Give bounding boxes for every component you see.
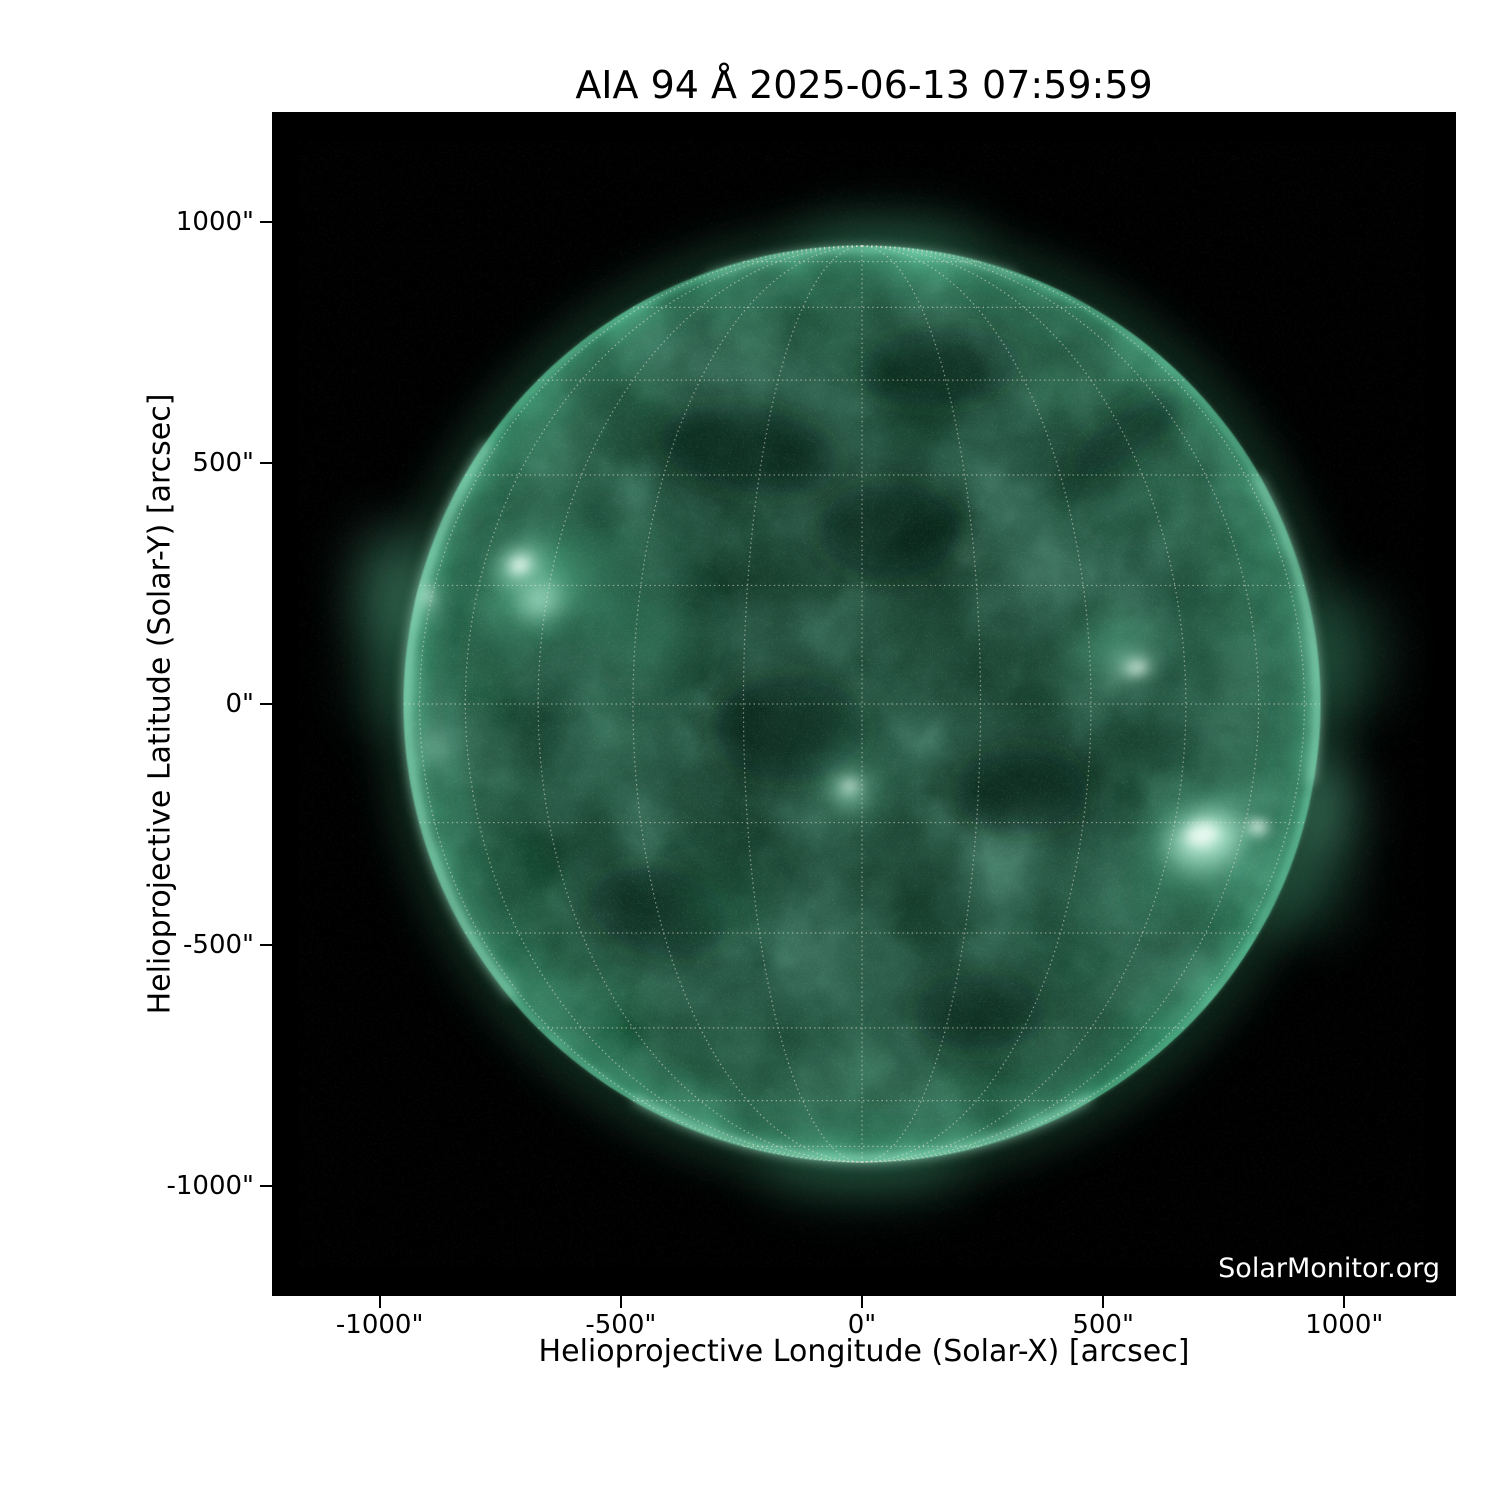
x-tick-label: -500"	[585, 1310, 657, 1340]
solar-disk-image	[272, 112, 1456, 1296]
x-tick-mark	[619, 1296, 622, 1308]
y-tick-mark	[260, 1185, 272, 1188]
x-tick-label: 500"	[1072, 1310, 1134, 1340]
x-tick-mark	[1102, 1296, 1105, 1308]
x-tick-label: 1000"	[1305, 1310, 1384, 1340]
heliographic-grid	[404, 245, 1320, 1163]
y-tick-label: 0"	[225, 689, 254, 719]
y-tick-mark	[260, 461, 272, 464]
x-tick-label: -1000"	[335, 1310, 424, 1340]
x-axis-label: Helioprojective Longitude (Solar-X) [arc…	[538, 1334, 1190, 1369]
limb-glow	[355, 216, 1389, 1199]
plot-area: SolarMonitor.org	[272, 112, 1456, 1296]
off-limb-glow-layer	[355, 216, 1389, 1199]
x-tick-mark	[1343, 1296, 1346, 1308]
y-tick-mark	[260, 220, 272, 223]
y-tick-label: -500"	[183, 930, 254, 961]
y-tick-label: 1000"	[175, 206, 254, 237]
figure-title: AIA 94 Å 2025-06-13 07:59:59	[575, 63, 1153, 107]
y-tick-label: 500"	[192, 447, 254, 478]
x-tick-label: 0"	[847, 1310, 877, 1340]
y-tick-label: -1000"	[166, 1171, 254, 1202]
x-tick-mark	[861, 1296, 863, 1308]
y-tick-mark	[260, 944, 272, 947]
y-tick-mark	[260, 703, 272, 705]
watermark: SolarMonitor.org	[1218, 1253, 1440, 1284]
x-tick-mark	[378, 1296, 381, 1308]
